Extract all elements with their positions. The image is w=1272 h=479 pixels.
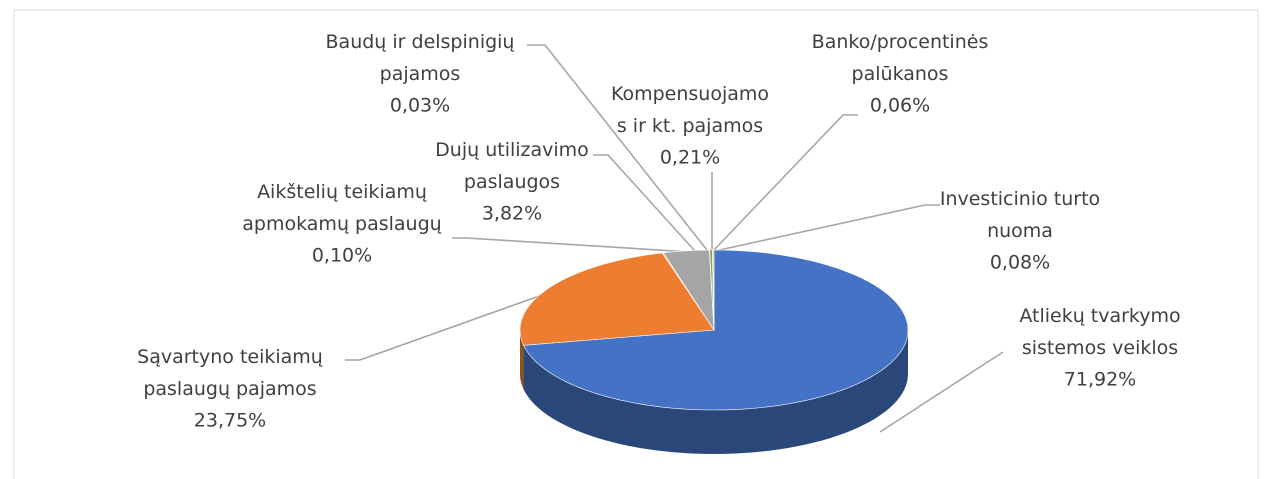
label-line: nuoma xyxy=(987,220,1053,242)
pie-sides xyxy=(520,330,908,454)
pie-slice xyxy=(662,249,715,332)
label-line: Kompensuojamo xyxy=(611,83,769,105)
leader-line xyxy=(527,44,708,251)
data-label-name: Investicinio turto nuoma xyxy=(940,188,1100,242)
pie xyxy=(519,249,909,454)
leader-lines xyxy=(345,44,1004,433)
label-line: palūkanos xyxy=(852,63,949,85)
label-line: Banko/procentinės xyxy=(812,31,989,53)
label-line: paslaugų pajamos xyxy=(143,378,316,400)
data-label-name: Atliekų tvarkymo sistemos veiklos xyxy=(1019,305,1180,359)
data-label-name: Dujų utilizavimo paslaugos xyxy=(435,139,589,193)
leader-line xyxy=(593,154,695,251)
data-label-name: Baudų ir delspinigių pajamos xyxy=(326,31,515,85)
label-line: paslaugos xyxy=(464,171,560,193)
label-line: Atliekų tvarkymo xyxy=(1019,305,1180,327)
label-line: sistemos veiklos xyxy=(1022,337,1178,359)
pie-slice xyxy=(519,252,715,346)
label-line: pajamos xyxy=(380,63,461,85)
pie-slice xyxy=(712,249,715,331)
data-label-value: 0,08% xyxy=(990,252,1050,274)
pie-top xyxy=(519,249,909,411)
pie-side xyxy=(520,330,524,390)
label-line: Baudų ir delspinigių xyxy=(326,31,515,53)
data-label-value: 0,06% xyxy=(870,95,930,117)
leader-line xyxy=(879,351,1004,433)
label-line: apmokamų paslaugų xyxy=(242,213,441,235)
data-label-name: Banko/procentinės palūkanos xyxy=(812,31,989,85)
data-label-value: 3,82% xyxy=(482,203,542,225)
data-label-value: 0,03% xyxy=(390,95,450,117)
data-label-name: Kompensuojamo s ir kt. pajamos xyxy=(611,83,769,137)
leader-line xyxy=(452,237,691,253)
leader-line xyxy=(713,114,858,251)
label-line: Aikštelių teikiamų xyxy=(257,181,427,203)
label-line: Sąvartyno teikiamų xyxy=(137,346,323,368)
leader-line xyxy=(345,274,599,361)
leader-line xyxy=(714,204,940,252)
data-label-name: Aikštelių teikiamų apmokamų paslaugų xyxy=(242,181,441,235)
pie-slice xyxy=(523,249,909,411)
data-label-value: 0,10% xyxy=(312,245,372,267)
pie-side xyxy=(523,330,908,454)
data-label-value: 0,21% xyxy=(660,147,720,169)
data-label-name: Sąvartyno teikiamų paslaugų pajamos xyxy=(137,346,323,400)
label-line: s ir kt. pajamos xyxy=(617,115,763,137)
label-line: Investicinio turto xyxy=(940,188,1100,210)
data-label-value: 71,92% xyxy=(1064,369,1136,391)
label-line: Dujų utilizavimo xyxy=(435,139,589,161)
data-label-value: 23,75% xyxy=(194,410,266,432)
